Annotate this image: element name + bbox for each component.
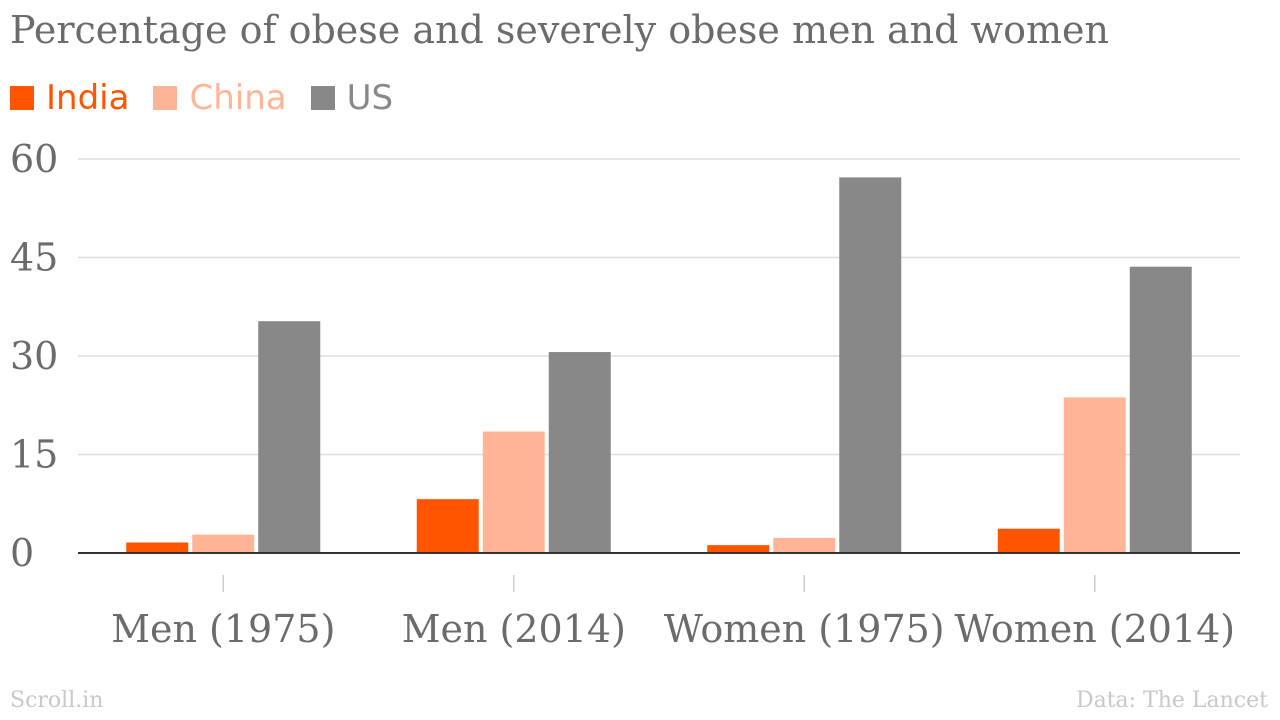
bar-china-1: [482, 431, 545, 553]
x-tick-label-0: Men (1975): [111, 607, 335, 651]
y-tick-label-60: 60: [10, 137, 58, 181]
legend-swatch-us: [310, 86, 335, 110]
data-source: Data: The Lancet: [1075, 688, 1268, 713]
source-credit: Scroll.in: [10, 688, 104, 713]
bar-us-3: [1129, 266, 1192, 553]
y-tick-label-45: 45: [10, 236, 58, 280]
legend-swatch-china: [153, 86, 178, 110]
legend-item-china: China: [153, 78, 287, 118]
bar-us-1: [548, 352, 611, 553]
x-tick-label-3: Women (2014): [954, 607, 1235, 651]
chart-title: Percentage of obese and severely obese m…: [10, 8, 1109, 52]
legend-label-us: US: [346, 78, 394, 118]
legend-label-china: China: [189, 78, 287, 118]
bar-us-2: [839, 177, 902, 554]
x-tick-label-1: Men (2014): [402, 607, 626, 651]
y-tick-label-15: 15: [10, 433, 58, 477]
y-tick-label-30: 30: [10, 334, 58, 378]
bar-china-2: [773, 537, 836, 553]
y-tick-label-0: 0: [10, 531, 34, 575]
legend-item-india: India: [10, 78, 129, 118]
legend-item-us: US: [310, 78, 394, 118]
legend: India China US: [10, 76, 417, 120]
legend-label-india: India: [46, 78, 130, 118]
bar-india-1: [416, 499, 479, 553]
bar-china-3: [1063, 397, 1126, 553]
x-tick-label-2: Women (1975): [664, 607, 945, 651]
bar-india-2: [707, 545, 770, 553]
bar-us-0: [258, 321, 321, 553]
bar-china-0: [192, 534, 255, 553]
bar-india-3: [997, 528, 1060, 553]
bar-india-0: [126, 542, 189, 553]
legend-swatch-india: [10, 86, 34, 110]
